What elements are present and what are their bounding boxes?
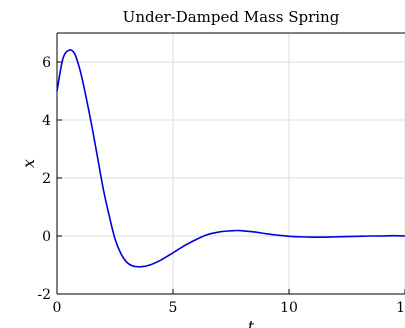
series-layer: [56, 49, 405, 268]
x-axis-label: t: [248, 317, 255, 328]
y-axis-label: x: [19, 159, 38, 168]
x-tick-label: 10: [280, 300, 298, 316]
y-tick-label: -2: [37, 287, 51, 303]
series-line-0: [56, 49, 405, 268]
y-tick-label: 0: [42, 229, 51, 245]
grid: [56, 33, 405, 295]
x-tick-label: 15: [396, 300, 405, 316]
y-tick-label: 6: [42, 55, 51, 71]
y-tick-label: 4: [42, 113, 51, 129]
axes: [56, 32, 405, 295]
y-tick-label: 2: [42, 171, 51, 187]
chart-title: Under-Damped Mass Spring: [123, 8, 340, 26]
x-tick-label: 0: [53, 300, 62, 316]
x-tick-label: 5: [169, 300, 178, 316]
